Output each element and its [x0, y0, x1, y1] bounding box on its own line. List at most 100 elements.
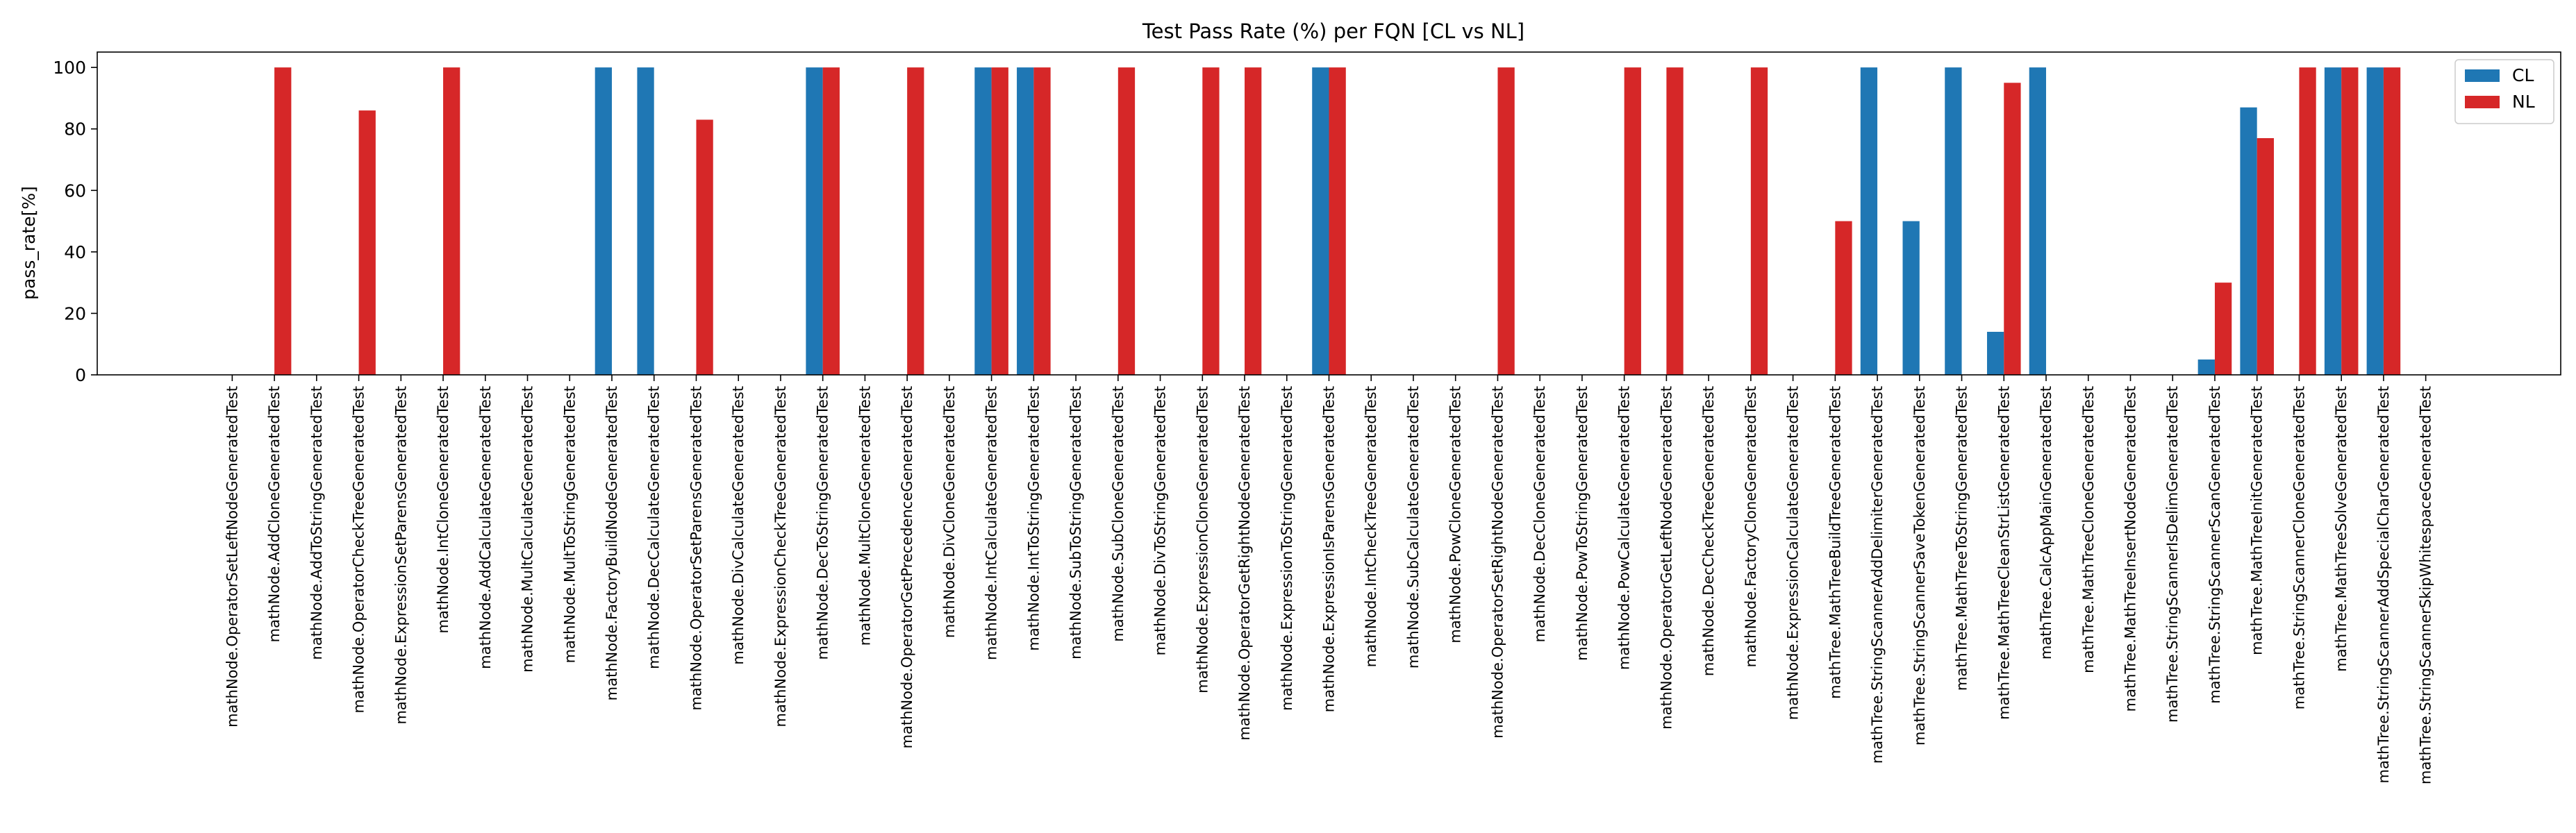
bar-cl-48: [2240, 107, 2257, 375]
bar-nl-5: [443, 67, 460, 375]
x-tick-label: mathNode.AddCloneGeneratedTest: [266, 386, 283, 642]
x-tick-label: mathNode.PowCloneGeneratedTest: [1447, 386, 1464, 643]
chart-legend: CL NL: [2454, 59, 2554, 124]
x-tick-label: mathNode.PowToStringGeneratedTest: [1574, 386, 1590, 661]
x-tick-label: mathNode.ExpressionCloneGeneratedTest: [1194, 386, 1211, 693]
bar-nl-23: [1202, 67, 1220, 375]
bar-cl-14: [806, 67, 823, 375]
bar-nl-48: [2257, 138, 2274, 375]
bar-cl-19: [1017, 67, 1034, 375]
y-axis-label: pass_rate[%]: [19, 186, 39, 300]
bar-cl-9: [595, 67, 612, 375]
x-tick-label: mathTree.StringScannerAddDelimiterGenera…: [1869, 386, 1886, 764]
x-tick-label: mathNode.SubCloneGeneratedTest: [1110, 386, 1127, 642]
legend-box: [2454, 59, 2554, 124]
legend-swatch-nl: [2465, 96, 2500, 108]
legend-swatch-cl: [2465, 69, 2500, 82]
x-tick-label: mathNode.ExpressionIsParensGeneratedTest: [1321, 386, 1338, 712]
x-tick-label: mathTree.StringScannerSkipWhitespaceGene…: [2418, 386, 2434, 784]
y-tick-label: 20: [64, 303, 86, 323]
bar-cl-41: [1945, 67, 1962, 375]
x-tick-label: mathTree.CalcAppMainGeneratedTest: [2038, 386, 2054, 659]
x-tick-label: mathTree.MathTreeSolveGeneratedTest: [2333, 386, 2350, 672]
bar-cl-50: [2324, 67, 2342, 375]
bar-cl-40: [1902, 221, 1920, 375]
x-axis-ticks: mathNode.OperatorSetLeftNodeGeneratedTes…: [224, 375, 2434, 784]
x-tick-label: mathNode.SubCalculateGeneratedTest: [1405, 386, 1422, 668]
bar-nl-14: [822, 67, 840, 375]
x-tick-label: mathNode.AddToStringGeneratedTest: [308, 386, 325, 660]
x-tick-label: mathNode.FactoryBuildNodeGeneratedTest: [604, 386, 620, 700]
x-tick-label: mathNode.ExpressionCalculateGeneratedTes…: [1785, 386, 1802, 720]
bar-cl-39: [1860, 67, 1878, 375]
bar-nl-34: [1666, 67, 1684, 375]
x-tick-label: mathNode.DivCalculateGeneratedTest: [730, 386, 747, 665]
bar-nl-30: [1497, 67, 1515, 375]
bars-layer: [274, 67, 2401, 375]
x-tick-label: mathNode.DivCloneGeneratedTest: [941, 386, 958, 638]
bar-nl-33: [1624, 67, 1641, 375]
bar-nl-26: [1329, 67, 1346, 375]
x-tick-label: mathNode.IntCheckTreeGeneratedTest: [1363, 386, 1379, 667]
bar-cl-51: [2366, 67, 2384, 375]
x-tick-label: mathTree.StringScannerSaveTokenGenerated…: [1911, 386, 1928, 746]
chart-title: Test Pass Rate (%) per FQN [CL vs NL]: [1142, 19, 1524, 43]
x-tick-label: mathTree.MathTreeCloneGeneratedTest: [2080, 386, 2097, 673]
legend-label-cl: CL: [2512, 65, 2534, 85]
y-tick-label: 60: [64, 180, 86, 201]
bar-nl-42: [2004, 83, 2021, 375]
bar-cl-42: [1986, 332, 2004, 375]
x-tick-label: mathNode.IntCloneGeneratedTest: [435, 386, 451, 633]
x-tick-label: mathNode.IntCalculateGeneratedTest: [983, 386, 1000, 660]
bar-nl-38: [1835, 221, 1852, 375]
bar-nl-11: [696, 119, 713, 375]
x-tick-label: mathNode.OperatorSetLeftNodeGeneratedTes…: [224, 386, 240, 727]
bar-nl-36: [1750, 67, 1768, 375]
x-tick-label: mathNode.MultToStringGeneratedTest: [561, 386, 578, 663]
x-tick-label: mathTree.StringScannerScanGeneratedTest: [2207, 386, 2223, 704]
x-tick-label: mathTree.MathTreeInsertNodeGeneratedTest: [2122, 386, 2138, 712]
x-tick-label: mathNode.DecCalculateGeneratedTest: [646, 386, 663, 669]
x-tick-label: mathNode.FactoryCloneGeneratedTest: [1743, 386, 1759, 667]
x-tick-label: mathNode.IntToStringGeneratedTest: [1025, 386, 1042, 651]
x-tick-label: mathNode.OperatorGetRightNodeGeneratedTe…: [1236, 386, 1253, 741]
x-tick-label: mathNode.DecCheckTreeGeneratedTest: [1700, 386, 1717, 676]
x-tick-label: mathNode.ExpressionSetParensGeneratedTes…: [392, 386, 409, 725]
x-tick-label: mathTree.MathTreeCleanStrListGeneratedTe…: [1995, 386, 2012, 720]
x-tick-label: mathTree.MathTreeBuildTreeGeneratedTest: [1827, 386, 1843, 699]
x-tick-label: mathNode.DecToStringGeneratedTest: [815, 386, 831, 660]
x-tick-label: mathTree.StringScannerCloneGeneratedTest: [2291, 386, 2307, 709]
x-tick-label: mathNode.ExpressionCheckTreeGeneratedTes…: [772, 386, 789, 727]
y-tick-label: 40: [64, 242, 86, 262]
x-tick-label: mathTree.StringScannerIsDelimGeneratedTe…: [2164, 386, 2181, 723]
x-tick-label: mathNode.OperatorGetPrecedenceGeneratedT…: [899, 386, 915, 748]
x-tick-label: mathNode.OperatorCheckTreeGeneratedTest: [351, 386, 367, 713]
x-tick-label: mathNode.AddCalculateGeneratedTest: [477, 386, 494, 669]
x-tick-label: mathNode.OperatorGetLeftNodeGeneratedTes…: [1658, 386, 1675, 730]
bar-nl-18: [991, 67, 1008, 375]
x-tick-label: mathNode.OperatorSetRightNodeGeneratedTe…: [1489, 386, 1506, 739]
x-tick-label: mathNode.DivToStringGeneratedTest: [1152, 386, 1169, 655]
bar-cl-10: [637, 67, 654, 375]
x-tick-label: mathNode.SubToStringGeneratedTest: [1067, 386, 1084, 659]
bar-cl-43: [2029, 67, 2047, 375]
bar-nl-49: [2299, 67, 2316, 375]
x-tick-label: mathNode.ExpressionToStringGeneratedTest: [1279, 386, 1295, 711]
x-tick-label: mathNode.MultCalculateGeneratedTest: [520, 386, 536, 673]
bar-nl-21: [1117, 67, 1136, 375]
x-tick-label: mathNode.PowCalculateGeneratedTest: [1616, 386, 1633, 670]
bar-cl-18: [974, 67, 992, 375]
x-tick-label: mathNode.OperatorSetParensGeneratedTest: [688, 386, 704, 711]
x-tick-label: mathTree.MathTreeInitGeneratedTest: [2249, 386, 2266, 655]
legend-label-nl: NL: [2512, 92, 2535, 112]
bar-nl-24: [1245, 67, 1262, 375]
bar-nl-47: [2214, 283, 2232, 375]
x-tick-label: mathNode.DecCloneGeneratedTest: [1531, 386, 1548, 642]
bar-nl-19: [1033, 67, 1051, 375]
y-tick-label: 80: [64, 119, 86, 140]
y-tick-label: 100: [53, 58, 86, 78]
bar-nl-16: [907, 67, 924, 375]
bar-nl-3: [358, 110, 376, 375]
